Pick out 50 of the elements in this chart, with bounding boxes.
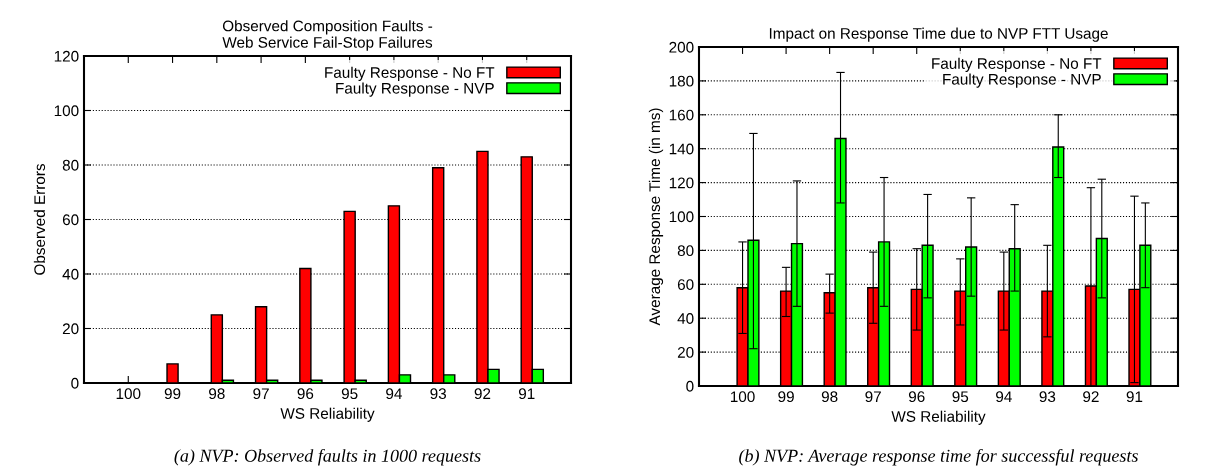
y-tick-label: 40	[677, 313, 694, 324]
chart-title: Impact on Response Time due to NVP FTT Usage	[769, 27, 1108, 42]
y-tick-label: 0	[71, 377, 79, 389]
legend-label: Faulty Response - No FT	[932, 57, 1102, 72]
y-tick-label: 20	[677, 346, 694, 358]
y-tick-label: 0	[686, 380, 694, 392]
x-tick-label: 95	[952, 391, 969, 403]
x-tick-label: 92	[1083, 391, 1099, 403]
x-tick-label: 99	[164, 388, 181, 400]
y-tick-label: 100	[669, 211, 694, 223]
y-tick-label: 120	[669, 177, 694, 189]
y-tick-label: 140	[669, 143, 694, 155]
x-tick-label: 93	[1039, 391, 1056, 403]
x-tick-label: 91	[1126, 391, 1143, 403]
x-tick-label: 96	[297, 388, 314, 400]
y-tick-label: 120	[54, 50, 79, 62]
y-tick-label: 40	[62, 268, 79, 280]
x-axis-title: WS Reliability	[891, 410, 986, 425]
x-tick-label: 99	[778, 391, 794, 403]
text: (b) NVP: Average response time for successful requests	[739, 448, 1138, 466]
legend-label: Faulty Response - NVP	[336, 82, 494, 97]
y-axis-title: Observed Errors	[33, 164, 46, 275]
text: (a) NVP: Observed faults in 1000 requests	[174, 448, 481, 466]
y-tick-label: 200	[669, 41, 694, 53]
legend-label: Faulty Response - NVP	[943, 73, 1101, 88]
x-tick-label: 94	[386, 388, 402, 400]
y-axis-title: Average Response Time (in ms)	[648, 108, 664, 326]
x-tick-label: 98	[821, 391, 838, 403]
x-tick-label: 100	[730, 391, 755, 403]
x-tick-label: 97	[865, 391, 881, 403]
x-tick-label: 93	[430, 388, 447, 400]
y-tick-label: 160	[669, 109, 694, 121]
y-tick-label: 80	[677, 245, 694, 257]
x-tick-label: 94	[996, 391, 1012, 403]
x-tick-label: 91	[518, 388, 535, 400]
x-tick-label: 98	[209, 388, 225, 400]
x-tick-label: 100	[116, 388, 141, 400]
x-tick-label: 92	[474, 388, 491, 400]
y-tick-label: 60	[62, 214, 79, 226]
x-tick-label: 97	[253, 388, 269, 400]
y-tick-label: 100	[54, 105, 79, 117]
y-tick-label: 60	[677, 279, 694, 290]
y-tick-label: 80	[62, 159, 79, 171]
y-tick-label: 180	[669, 75, 694, 87]
chart-title: Observed Composition Faults - Web Service Fail-Stop Failures	[222, 20, 433, 51]
legend-label: Faulty Response - No FT	[325, 66, 495, 81]
x-tick-label: 95	[341, 388, 358, 400]
x-axis-title: WS Reliability	[280, 407, 375, 422]
y-tick-label: 20	[62, 323, 79, 335]
x-tick-label: 96	[908, 391, 925, 403]
